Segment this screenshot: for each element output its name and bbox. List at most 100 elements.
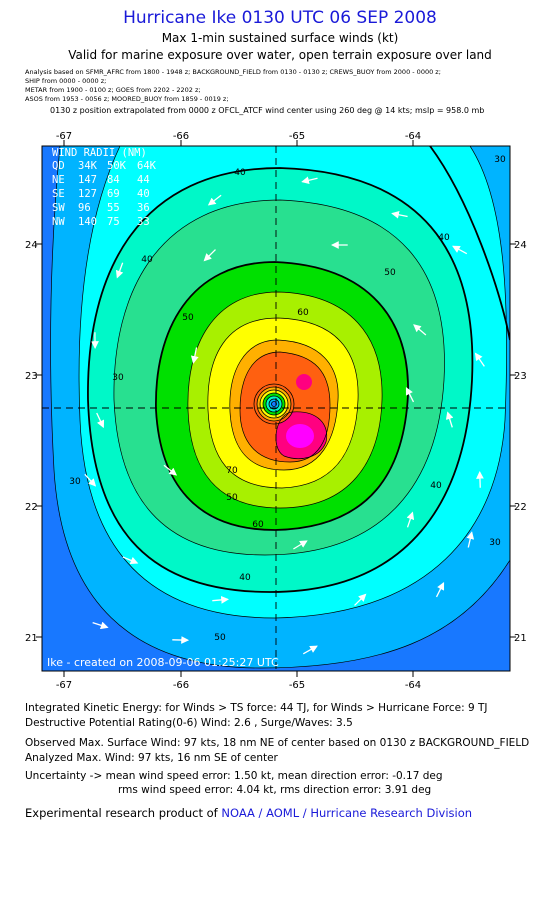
wind-radii-cell: 147 — [78, 174, 97, 186]
analysis-line: METAR from 1900 - 0100 z; GOES from 2202… — [25, 86, 201, 94]
credit-line: Experimental research product of NOAA / … — [25, 806, 472, 820]
x-tick-label-top: -64 — [405, 131, 421, 142]
x-tick-label-bottom: -65 — [289, 680, 305, 691]
credit-prefix: Experimental research product of — [25, 806, 222, 820]
map-frame — [41, 145, 511, 672]
wind-arrow — [413, 324, 427, 336]
ike-line-1: Integrated Kinetic Energy: for Winds > T… — [25, 702, 488, 714]
y-tick-label-left: 23 — [25, 371, 38, 382]
subtitle-wind-type: Max 1-min sustained surface winds (kt) — [161, 31, 399, 45]
contour-label: 30 — [112, 373, 124, 383]
bold-contour-lines — [87, 146, 510, 593]
wind-arrow — [293, 540, 308, 550]
wind-radii-cell: 44 — [137, 174, 150, 186]
wind-arrow — [301, 176, 318, 185]
contour-label: 50 — [182, 313, 194, 323]
analysis-line: SHIP from 0000 - 0000 z; — [25, 77, 107, 85]
wind-radii-cell: SE — [52, 188, 65, 200]
wind-radii-cell: 33 — [137, 216, 150, 228]
x-tick-label-bottom: -64 — [405, 680, 421, 691]
y-tick-label-left: 24 — [25, 240, 38, 251]
wind-radii-cell: 140 — [78, 216, 97, 228]
wind-arrow — [190, 347, 199, 364]
analysis-line: ASOS from 1953 - 0056 z; MOORED_BUOY fro… — [25, 95, 229, 103]
wind-arrow — [354, 593, 367, 606]
y-tick-label-left: 21 — [25, 633, 38, 644]
contour-label: 40 — [430, 481, 442, 491]
position-note: 0130 z position extrapolated from 0000 z… — [50, 106, 485, 115]
wind-field-map: 40 40 40 30 30 50 50 50 60 60 70 40 30 40 30 50 WIND RA… — [25, 131, 527, 691]
contour-label: 50 — [384, 268, 396, 278]
wind-radii-col: 34K — [78, 160, 98, 172]
wind-radii-table: WIND RADII (NM) QD 34K 50K 64K NE 147 84 44… — [52, 147, 157, 228]
x-tick-label-bottom: -67 — [56, 680, 72, 691]
wind-radii-col: QD — [52, 160, 65, 172]
contour-label: 30 — [489, 538, 501, 548]
analyzed-max-wind: Analyzed Max. Wind: 97 kts, 16 nm SE of … — [25, 752, 278, 764]
wind-arrow — [466, 531, 475, 548]
analysis-line: Analysis based on SFMR_AFRC from 1800 - … — [25, 68, 441, 76]
wind-radii-cell: 127 — [78, 188, 97, 200]
eye-rings — [253, 383, 295, 425]
center-crosshair — [42, 146, 510, 671]
wind-arrow — [435, 581, 445, 598]
wind-arrow — [406, 511, 415, 528]
contour-lines — [50, 146, 510, 669]
contour-label: 70 — [226, 466, 238, 476]
uncertainty-line-2: rms wind speed error: 4.04 kt, rms direc… — [118, 784, 432, 796]
contour-label: 40 — [141, 255, 153, 265]
wind-arrow — [212, 596, 229, 604]
y-tick-label-right: 21 — [514, 633, 527, 644]
hrd-link[interactable]: NOAA / AOML / Hurricane Research Divisio… — [221, 806, 473, 820]
y-tick-label-right: 22 — [514, 502, 527, 513]
wind-radii-header: WIND RADII (NM) — [52, 147, 147, 159]
wind-arrow — [163, 464, 178, 476]
ike-line-2: Destructive Potential Rating(0-6) Wind: … — [25, 717, 353, 729]
wind-arrow — [115, 262, 124, 279]
y-tick-label-left: 22 — [25, 502, 38, 513]
band-ne-max — [296, 374, 312, 390]
wind-arrow — [92, 621, 109, 630]
wind-arrow — [452, 245, 468, 255]
wind-radii-cell: NW — [52, 216, 65, 228]
wind-arrow — [96, 412, 105, 429]
wind-contour-field: 40 40 40 30 30 50 50 50 60 60 70 40 30 40 30 50 WIND RA… — [42, 146, 510, 671]
wind-arrow — [302, 645, 318, 655]
wind-radii-cell: 96 — [78, 202, 91, 214]
observed-max-wind: Observed Max. Surface Wind: 97 kts, 18 n… — [25, 737, 530, 749]
contour-label: 50 — [214, 633, 226, 643]
contour-label: 60 — [297, 308, 309, 318]
wind-arrow — [391, 210, 408, 219]
wind-radii-cell: 55 — [107, 202, 120, 214]
wind-arrow — [445, 411, 454, 428]
x-tick-label-top: -66 — [173, 131, 189, 142]
x-tick-label-top: -65 — [289, 131, 305, 142]
wind-radii-cell: 69 — [107, 188, 120, 200]
contour-label: 30 — [494, 155, 506, 165]
contour-label: 40 — [438, 233, 450, 243]
contour-label: 30 — [69, 477, 81, 487]
contour-label: 60 — [252, 520, 264, 530]
uncertainty-line-1: Uncertainty -> mean wind speed error: 1.… — [25, 770, 443, 782]
wind-radii-col: 50K — [107, 160, 127, 172]
wind-arrow — [474, 352, 485, 367]
wind-radii-cell: NE — [52, 174, 65, 186]
y-tick-label-right: 24 — [514, 240, 527, 251]
contour-label: 40 — [234, 168, 246, 178]
wind-radii-cell: 40 — [137, 188, 150, 200]
wind-radii-cell: 36 — [137, 202, 150, 214]
wind-arrow — [405, 386, 415, 403]
wind-arrow — [84, 473, 97, 487]
wind-arrow — [207, 194, 222, 206]
contour-label: 40 — [239, 573, 251, 583]
axis-ticks: -67 -67 -66 -66 -65 -65 -64 -64 24 24 23 23 22 22 21 21 — [25, 131, 527, 691]
wind-radii-col: 64K — [137, 160, 157, 172]
wind-radii-cell: 84 — [107, 174, 120, 186]
created-stamp: Ike - created on 2008-09-06 01:25:27 UTC — [47, 656, 279, 669]
x-tick-label-bottom: -66 — [173, 680, 189, 691]
wind-radii-cell: SW — [52, 202, 65, 214]
band-90-plus — [286, 424, 314, 448]
page-title: Hurricane Ike 0130 UTC 06 SEP 2008 — [123, 8, 437, 28]
contour-labels: 40 40 40 30 30 50 50 50 60 60 70 40 30 40 30 50 — [69, 155, 506, 643]
contour-label: 50 — [226, 493, 238, 503]
